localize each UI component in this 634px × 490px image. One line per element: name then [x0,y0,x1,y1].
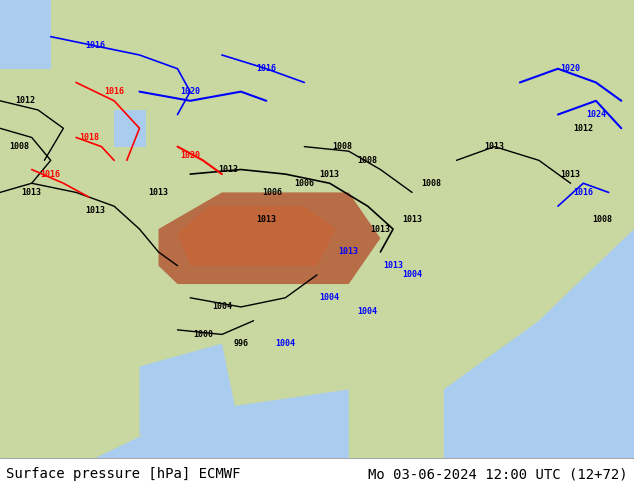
Text: 1013: 1013 [402,216,422,224]
Text: 1016: 1016 [41,170,61,178]
Text: 1013: 1013 [22,188,42,197]
Text: Surface pressure [hPa] ECMWF: Surface pressure [hPa] ECMWF [6,467,241,481]
Text: 1013: 1013 [370,224,391,234]
Text: Mo 03-06-2024 12:00 UTC (12+72): Mo 03-06-2024 12:00 UTC (12+72) [368,467,628,481]
Polygon shape [444,229,634,458]
Text: 1012: 1012 [15,97,36,105]
Text: 1020: 1020 [560,64,581,73]
Text: 1000: 1000 [193,330,213,339]
Polygon shape [178,206,336,266]
Text: 1024: 1024 [586,110,606,119]
Polygon shape [158,193,380,284]
Text: 1004: 1004 [320,294,340,302]
Text: 1013: 1013 [484,142,505,151]
Text: 1006: 1006 [294,179,314,188]
Text: 1012: 1012 [573,124,593,133]
Polygon shape [139,343,241,435]
Text: 1016: 1016 [104,87,124,96]
Text: 1004: 1004 [402,270,422,279]
Text: 1013: 1013 [383,261,403,270]
Text: 1020: 1020 [180,87,200,96]
Polygon shape [114,110,146,147]
Text: 1008: 1008 [9,142,29,151]
Text: 1004: 1004 [358,307,378,316]
Text: 996: 996 [233,339,249,348]
Text: 1013: 1013 [218,165,238,174]
Text: 1013: 1013 [560,170,581,178]
Text: 1004: 1004 [275,339,295,348]
Text: 1006: 1006 [262,188,283,197]
Text: 1020: 1020 [180,151,200,160]
Polygon shape [0,0,51,69]
Text: 1013: 1013 [256,216,276,224]
Text: 1016: 1016 [573,188,593,197]
Text: 1013: 1013 [148,188,169,197]
Text: 1013: 1013 [339,247,359,256]
Text: 1008: 1008 [358,156,378,165]
FancyBboxPatch shape [0,0,634,458]
Text: 1018: 1018 [79,133,99,142]
Text: 1004: 1004 [212,302,232,312]
Text: 1016: 1016 [85,41,105,50]
Polygon shape [95,390,349,458]
Text: 1008: 1008 [421,179,441,188]
Text: 1008: 1008 [332,142,353,151]
Text: 1013: 1013 [320,170,340,178]
Text: 1008: 1008 [592,216,612,224]
Text: 1016: 1016 [256,64,276,73]
Text: 1013: 1013 [85,206,105,215]
